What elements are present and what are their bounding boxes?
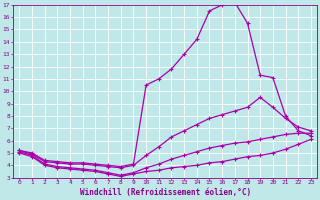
X-axis label: Windchill (Refroidissement éolien,°C): Windchill (Refroidissement éolien,°C)	[80, 188, 251, 197]
